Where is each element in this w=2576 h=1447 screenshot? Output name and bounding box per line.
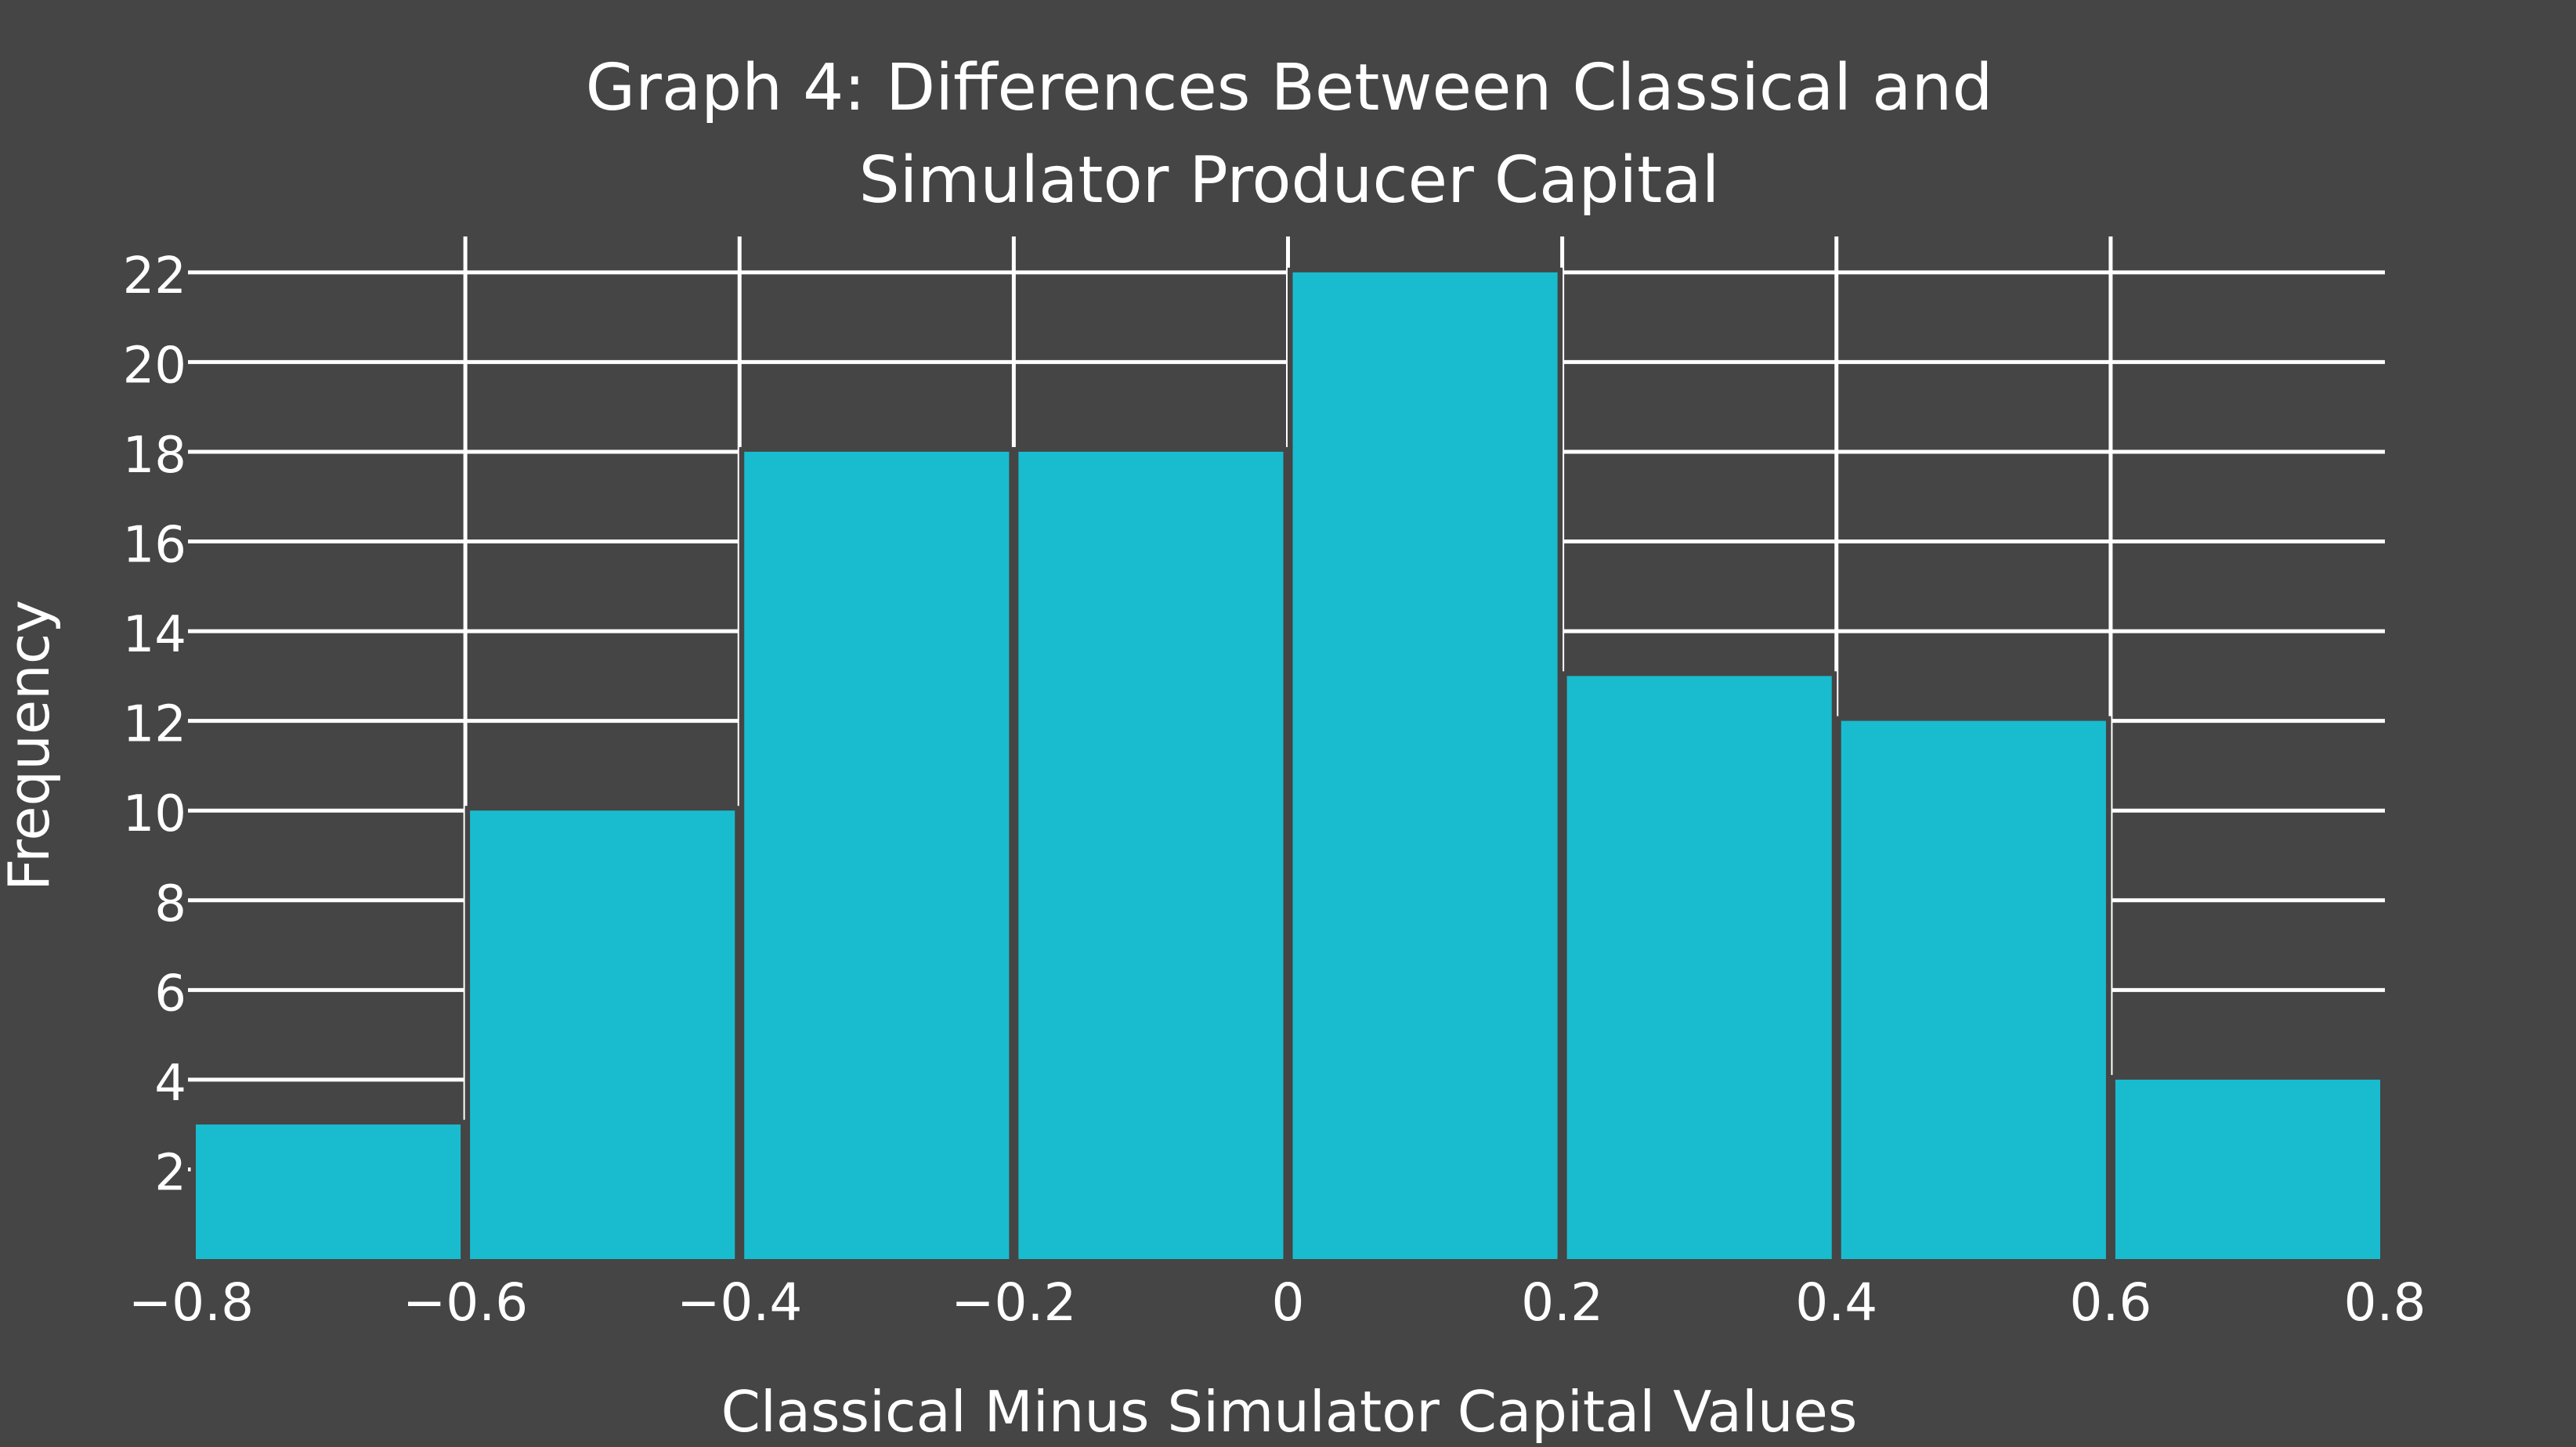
x-axis-label: Classical Minus Simulator Capital Values <box>721 1379 1858 1445</box>
histogram-bar <box>744 451 1010 1259</box>
y-tick-label: 14 <box>123 606 186 664</box>
x-tick-label: 0.4 <box>1795 1272 1877 1333</box>
y-tick-label: 22 <box>123 247 186 305</box>
x-tick-label: −0.6 <box>403 1272 528 1333</box>
histogram-bar <box>196 1124 461 1259</box>
histogram-bar <box>1566 676 1832 1259</box>
x-tick-label: 0.2 <box>1521 1272 1603 1333</box>
y-axis-ticks: 2 4 6 8 10 12 14 16 18 20 22 <box>123 247 186 1203</box>
x-tick-label: 0.6 <box>2069 1272 2151 1333</box>
bars <box>190 267 2386 1259</box>
histogram-bar <box>1292 272 1558 1259</box>
y-tick-label: 4 <box>154 1055 186 1113</box>
y-tick-label: 2 <box>154 1144 186 1202</box>
histogram-bar <box>1018 451 1284 1259</box>
x-tick-label: −0.8 <box>128 1272 254 1333</box>
y-tick-label: 6 <box>154 965 186 1023</box>
y-tick-label: 10 <box>123 785 186 843</box>
x-axis-ticks: −0.8 −0.6 −0.4 −0.2 0 0.2 0.4 0.6 0.8 <box>128 1272 2426 1333</box>
y-tick-label: 16 <box>123 517 186 575</box>
y-tick-label: 12 <box>123 696 186 754</box>
y-tick-label: 18 <box>123 427 186 485</box>
x-tick-label: 0 <box>1272 1272 1305 1333</box>
y-tick-label: 20 <box>123 337 186 395</box>
chart-title-line-1: Graph 4: Differences Between Classical a… <box>586 51 1993 125</box>
chart-title-line-2: Simulator Producer Capital <box>859 143 1720 218</box>
x-tick-label: 0.8 <box>2344 1272 2426 1333</box>
y-axis-label: Frequency <box>0 600 62 891</box>
y-tick-label: 8 <box>154 875 186 933</box>
histogram-bar <box>470 810 735 1259</box>
x-tick-label: −0.4 <box>677 1272 802 1333</box>
histogram-bar <box>2115 1079 2380 1259</box>
x-tick-label: −0.2 <box>951 1272 1076 1333</box>
histogram-bar <box>1841 720 2106 1259</box>
